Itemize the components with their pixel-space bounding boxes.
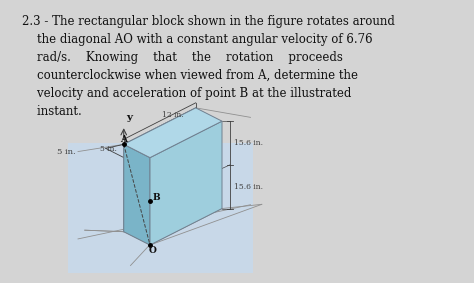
Text: 15.6 in.: 15.6 in. [234, 183, 263, 191]
Polygon shape [150, 121, 222, 245]
Text: counterclockwise when viewed from A, determine the: counterclockwise when viewed from A, det… [22, 69, 358, 82]
FancyBboxPatch shape [68, 143, 253, 273]
Text: A: A [120, 135, 127, 144]
Text: instant.: instant. [22, 105, 82, 118]
Text: 15.6 in.: 15.6 in. [234, 139, 263, 147]
Text: the diagonal AO with a constant angular velocity of 6.76: the diagonal AO with a constant angular … [22, 33, 373, 46]
Polygon shape [124, 108, 196, 232]
Text: 5 in.: 5 in. [57, 147, 76, 156]
Text: y: y [126, 113, 132, 122]
Text: 2.3 - The rectangular block shown in the figure rotates around: 2.3 - The rectangular block shown in the… [22, 15, 395, 28]
Text: rad/s.    Knowing    that    the    rotation    proceeds: rad/s. Knowing that the rotation proceed… [22, 51, 343, 64]
Text: velocity and acceleration of point B at the illustrated: velocity and acceleration of point B at … [22, 87, 351, 100]
Text: 5 in.: 5 in. [100, 145, 117, 153]
Text: O: O [149, 246, 157, 255]
Polygon shape [124, 108, 222, 158]
Text: B: B [153, 193, 161, 202]
Polygon shape [124, 144, 150, 245]
Text: 12 in.: 12 in. [162, 111, 183, 119]
